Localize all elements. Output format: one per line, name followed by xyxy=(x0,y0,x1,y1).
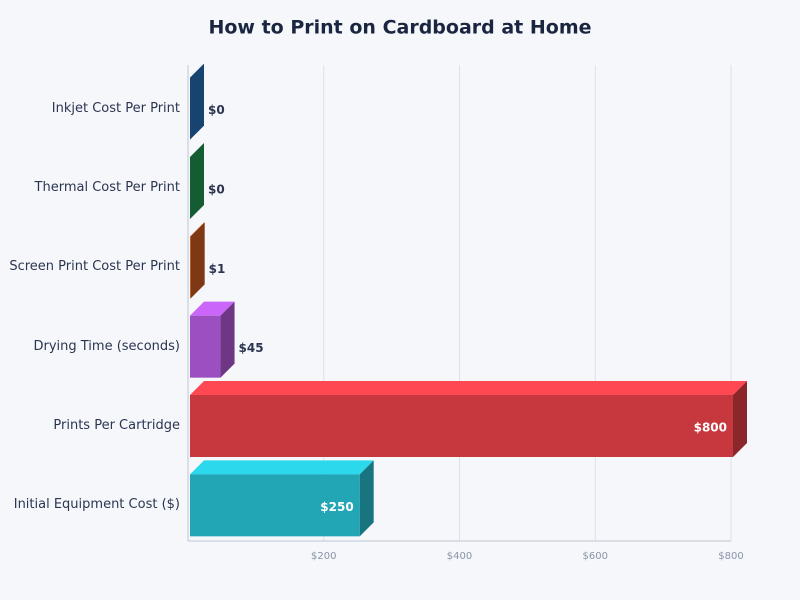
y-tick-label: Initial Equipment Cost ($) xyxy=(13,497,180,513)
bar xyxy=(190,222,205,299)
x-tick-label: $800 xyxy=(718,551,743,562)
bar-face xyxy=(190,381,747,395)
x-tick-label: $200 xyxy=(311,551,336,562)
value-label: $0 xyxy=(208,183,225,197)
value-label: $800 xyxy=(694,421,727,435)
bar-face xyxy=(733,381,747,457)
bar-face xyxy=(190,236,191,299)
bar-face xyxy=(190,301,235,316)
bar-face xyxy=(190,63,204,140)
value-label: $250 xyxy=(320,500,353,514)
bar-face xyxy=(190,222,205,237)
y-tick-label: Inkjet Cost Per Print xyxy=(51,100,180,116)
bar-face xyxy=(190,474,360,537)
bar xyxy=(190,143,204,219)
bar-face xyxy=(359,460,374,537)
bar-face xyxy=(220,301,235,378)
x-tick-label: $400 xyxy=(447,551,472,562)
bar xyxy=(190,63,204,140)
value-label: $0 xyxy=(208,103,225,117)
chart-title: How to Print on Cardboard at Home xyxy=(208,17,591,39)
bar-face xyxy=(190,143,204,219)
value-label: $45 xyxy=(239,341,264,355)
bar xyxy=(190,301,235,378)
y-tick-label: Prints Per Cartridge xyxy=(53,418,180,433)
bar-face xyxy=(190,315,221,378)
x-tick-label: $600 xyxy=(583,551,608,562)
bar-face xyxy=(190,395,733,457)
bar-face xyxy=(190,460,374,475)
bar-face xyxy=(190,222,205,299)
y-tick-label: Thermal Cost Per Print xyxy=(34,180,180,195)
bar xyxy=(190,460,374,537)
value-label: $1 xyxy=(209,262,226,276)
y-tick-label: Drying Time (seconds) xyxy=(33,338,180,354)
bar xyxy=(190,381,747,457)
y-tick-label: Screen Print Cost Per Print xyxy=(9,259,180,275)
